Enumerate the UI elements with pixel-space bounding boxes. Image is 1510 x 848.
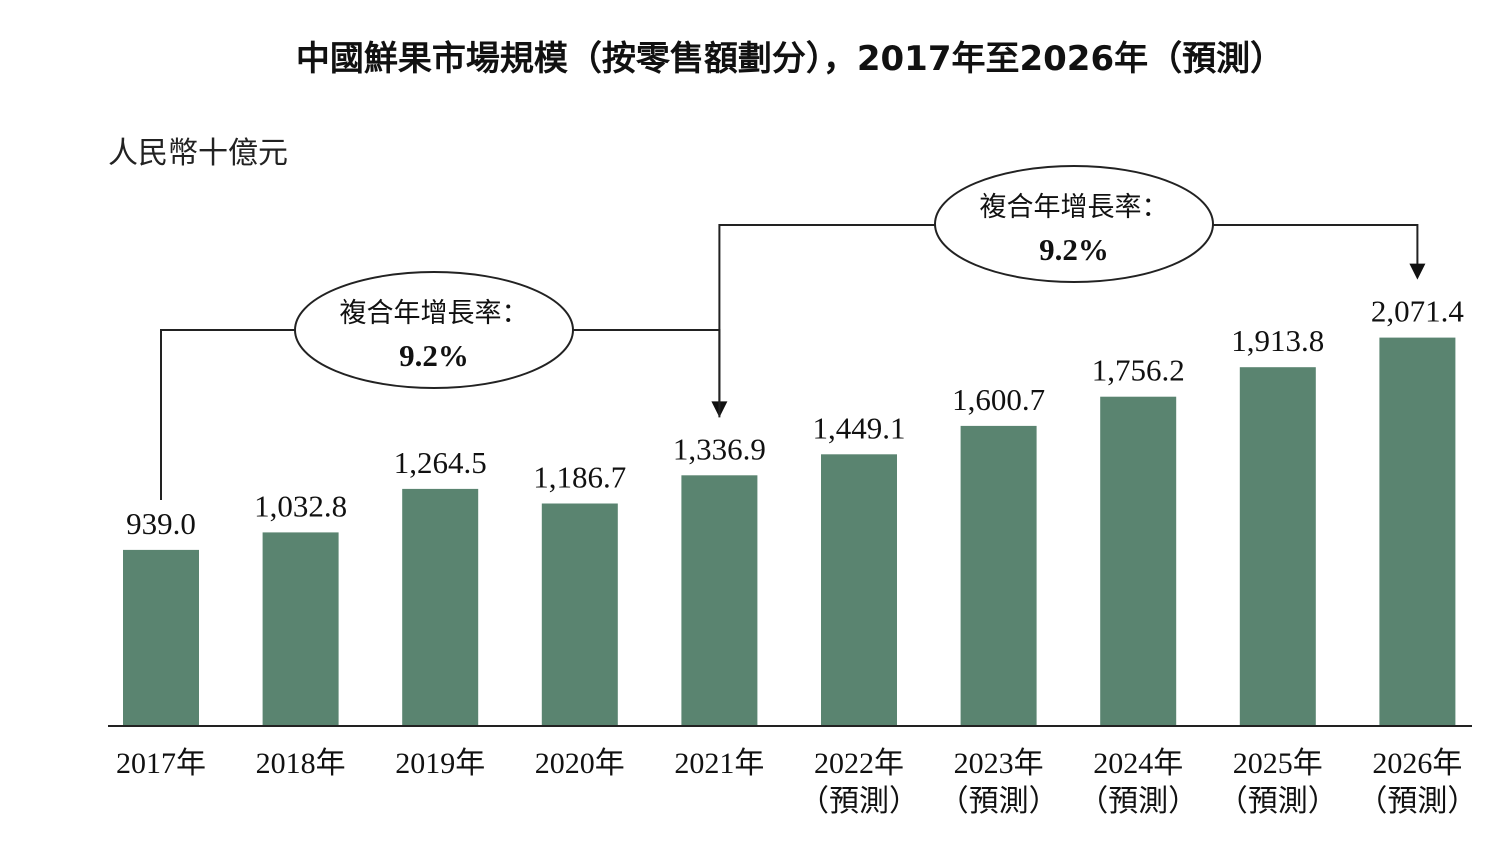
bar-value-label: 1,600.7 (952, 382, 1045, 417)
bar (1379, 337, 1456, 726)
x-tick-label: 2024年 (1093, 747, 1183, 780)
bar-value-label: 1,913.8 (1231, 323, 1324, 358)
bar (541, 503, 618, 726)
bar (1239, 367, 1316, 726)
y-axis-unit-label: 人民幣十億元 (108, 136, 288, 171)
x-tick-label: 2023年 (954, 747, 1044, 780)
bar (1100, 396, 1177, 726)
x-tick-label: （預測） (939, 785, 1059, 818)
cagr-value: 9.2% (1039, 232, 1109, 267)
bar (960, 425, 1037, 726)
cagr-label: 複合年增長率： (340, 298, 529, 329)
bar (821, 454, 897, 726)
cagr-ellipse (294, 271, 574, 389)
bar (262, 532, 339, 726)
bar (681, 475, 758, 726)
bars-layer (123, 337, 1456, 726)
bar-value-label: 2,071.4 (1371, 294, 1465, 329)
cagr-label: 複合年增長率： (980, 192, 1169, 223)
bar-value-label: 1,336.9 (673, 431, 766, 466)
bar-value-label: 1,264.5 (394, 445, 487, 480)
cagr-annotations-layer: 複合年增長率： 9.2% 複合年增長率： 9.2% (160, 165, 1426, 500)
x-tick-label: 2020年 (535, 747, 625, 780)
bar-value-label: 939.0 (126, 506, 196, 541)
bar-value-label: 1,756.2 (1092, 353, 1185, 388)
cagr-ellipse (934, 165, 1214, 283)
value-labels-layer: 939.0 1,032.8 1,264.5 1,186.7 1,336.9 1,449.1… (126, 294, 1464, 541)
bar (402, 488, 479, 726)
bar-value-label: 1,449.1 (813, 410, 906, 445)
x-tick-label: 2021年 (674, 747, 764, 780)
x-tick-label: 2017年 (116, 747, 206, 780)
bar-value-label: 1,186.7 (533, 460, 626, 495)
x-tick-label: 2026年 (1372, 747, 1462, 780)
x-tick-labels-layer: 2017年 2018年 2019年 2020年 2021年 2022年 （預測） 2023年 （… (116, 747, 1477, 818)
cagr-arrowhead (1409, 263, 1426, 280)
x-tick-label: 2018年 (256, 747, 346, 780)
x-tick-label: 2019年 (395, 747, 485, 780)
x-tick-label: 2025年 (1233, 747, 1323, 780)
chart-title: 中國鮮果市場規模（按零售額劃分），2017年至2026年（預測） (296, 39, 1284, 79)
bar-value-label: 1,032.8 (254, 488, 347, 523)
x-tick-label: 2022年 (814, 747, 904, 780)
x-tick-label: （預測） (1078, 785, 1198, 818)
bar (123, 549, 199, 726)
cagr-value: 9.2% (399, 338, 469, 373)
x-tick-label: （預測） (799, 785, 919, 818)
x-tick-label: （預測） (1357, 785, 1477, 818)
x-tick-label: （預測） (1218, 785, 1338, 818)
